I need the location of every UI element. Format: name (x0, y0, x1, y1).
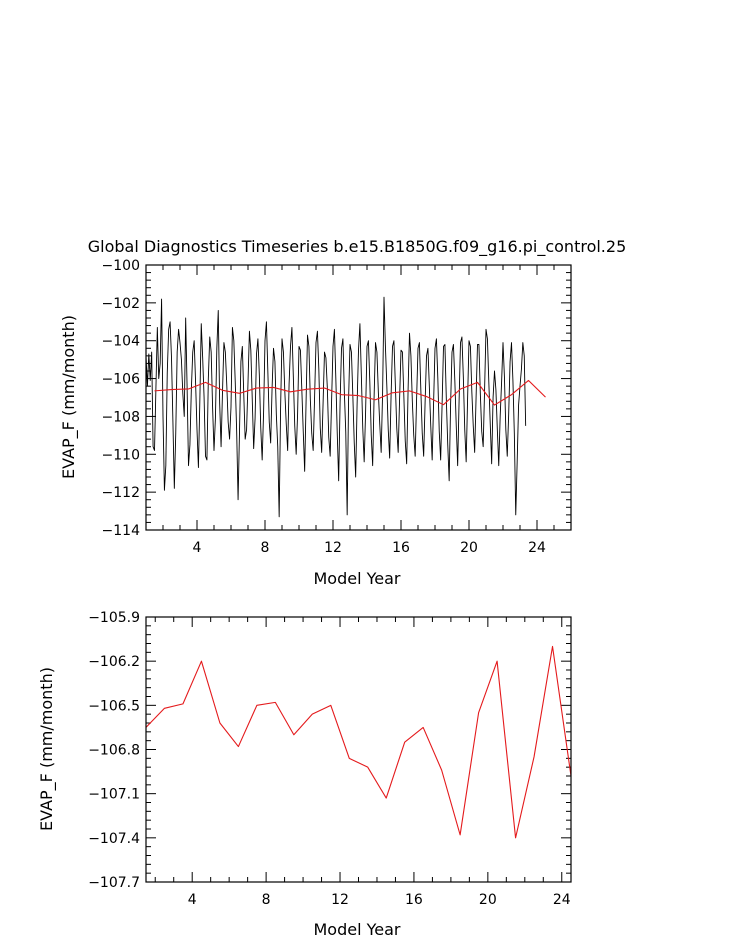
y-tick-label: −106.5 (88, 698, 140, 714)
x-tick-label: 8 (262, 892, 271, 908)
top-y-tick-labels: −114 −112 −110 −108 −106 −104 −102 −100 (102, 258, 141, 539)
y-tick-label: −107.1 (88, 787, 140, 803)
y-tick-label: −107.7 (88, 875, 140, 891)
y-tick-label: −108 (102, 409, 140, 425)
bottom-series-group (145, 645, 572, 839)
x-tick-label: 12 (331, 892, 349, 908)
top-chart: Global Diagnostics Timeseries b.e15.B185… (59, 237, 626, 588)
x-tick-label: 16 (405, 892, 423, 908)
bottom-x-axis-label: Model Year (314, 920, 401, 939)
bottom-x-tick-labels: 4 8 12 16 20 24 (188, 892, 571, 908)
bottom-y-tick-labels: −107.7 −107.4 −107.1 −106.8 −106.5 −106.2 −105… (88, 610, 140, 891)
chart-title: Global Diagnostics Timeseries b.e15.B185… (88, 237, 627, 257)
bottom-y-axis-label: EVAP_F (mm/month) (37, 667, 57, 831)
y-tick-label: −106 (102, 372, 141, 388)
y-tick-label: −110 (102, 447, 140, 463)
x-tick-label: 4 (193, 540, 202, 556)
top-series-group (145, 296, 546, 518)
x-tick-label: 8 (261, 540, 270, 556)
bottom-tick-marks (146, 616, 571, 883)
y-tick-label: −107.4 (88, 831, 140, 847)
y-tick-label: −100 (102, 258, 140, 274)
y-tick-label: −102 (102, 296, 140, 312)
x-tick-label: 24 (528, 540, 546, 556)
x-tick-label: 24 (553, 892, 571, 908)
series-line-annual-mean (154, 379, 546, 406)
y-tick-label: −105.9 (88, 610, 140, 626)
y-tick-label: −114 (102, 523, 141, 539)
top-plot-frame (145, 264, 572, 531)
y-tick-label: −112 (102, 485, 140, 501)
x-tick-label: 12 (324, 540, 342, 556)
bottom-chart: 4 8 12 16 20 24 −107.7 −107.4 −107.1 −106.8 −106.… (37, 610, 572, 939)
y-tick-label: −106.2 (88, 654, 140, 670)
x-tick-label: 4 (188, 892, 197, 908)
y-tick-label: −106.8 (88, 743, 140, 759)
x-tick-label: 20 (460, 540, 478, 556)
bottom-plot-frame (145, 616, 572, 883)
y-tick-label: −104 (102, 334, 141, 350)
top-y-axis-label: EVAP_F (mm/month) (59, 315, 79, 479)
series-line-monthly (145, 296, 527, 518)
x-tick-label: 20 (479, 892, 497, 908)
x-tick-label: 16 (392, 540, 410, 556)
series-line-annual-mean (145, 645, 572, 839)
top-x-axis-label: Model Year (314, 569, 401, 588)
top-x-tick-labels: 4 8 12 16 20 24 (193, 540, 546, 556)
